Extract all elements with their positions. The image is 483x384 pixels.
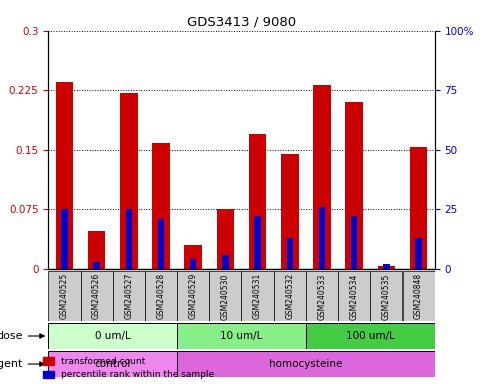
Bar bbox=[378, 266, 395, 269]
Text: 100 um/L: 100 um/L bbox=[346, 331, 395, 341]
Bar bbox=[209, 271, 242, 321]
Bar bbox=[242, 271, 274, 321]
Title: GDS3413 / 9080: GDS3413 / 9080 bbox=[187, 15, 296, 28]
Bar bbox=[93, 262, 100, 269]
Bar bbox=[190, 259, 197, 269]
Text: GSM240529: GSM240529 bbox=[189, 273, 198, 319]
Bar bbox=[345, 102, 363, 269]
Bar bbox=[152, 143, 170, 269]
Bar bbox=[120, 93, 138, 269]
Bar bbox=[61, 209, 68, 269]
Bar bbox=[410, 147, 427, 269]
Text: GSM240532: GSM240532 bbox=[285, 273, 294, 319]
Bar bbox=[56, 82, 73, 269]
Legend: transformed count, percentile rank within the sample: transformed count, percentile rank withi… bbox=[43, 357, 214, 379]
Text: GSM240525: GSM240525 bbox=[60, 273, 69, 319]
Bar bbox=[274, 271, 306, 321]
Text: control: control bbox=[95, 359, 131, 369]
Bar bbox=[255, 217, 261, 269]
Bar bbox=[145, 271, 177, 321]
Bar bbox=[249, 134, 267, 269]
Text: 0 um/L: 0 um/L bbox=[95, 331, 130, 341]
Bar bbox=[177, 271, 209, 321]
Text: GSM240530: GSM240530 bbox=[221, 273, 230, 319]
Bar bbox=[281, 154, 298, 269]
Text: GSM240848: GSM240848 bbox=[414, 273, 423, 319]
Bar bbox=[415, 238, 422, 269]
Bar bbox=[306, 323, 435, 349]
Bar bbox=[177, 351, 435, 377]
Bar bbox=[113, 271, 145, 321]
Bar bbox=[48, 271, 81, 321]
Bar bbox=[286, 238, 293, 269]
Bar bbox=[370, 271, 402, 321]
Text: GSM240535: GSM240535 bbox=[382, 273, 391, 319]
Bar bbox=[216, 209, 234, 269]
Bar bbox=[88, 231, 105, 269]
Bar bbox=[313, 85, 331, 269]
Bar bbox=[222, 255, 228, 269]
Text: agent: agent bbox=[0, 359, 44, 369]
Text: GSM240528: GSM240528 bbox=[156, 273, 166, 319]
Bar bbox=[81, 271, 113, 321]
Text: GSM240526: GSM240526 bbox=[92, 273, 101, 319]
Text: GSM240533: GSM240533 bbox=[317, 273, 327, 319]
Text: homocysteine: homocysteine bbox=[269, 359, 342, 369]
Text: dose: dose bbox=[0, 331, 44, 341]
Bar bbox=[383, 264, 390, 269]
Bar bbox=[48, 323, 177, 349]
Text: GSM240531: GSM240531 bbox=[253, 273, 262, 319]
Text: GSM240527: GSM240527 bbox=[124, 273, 133, 319]
Bar bbox=[185, 245, 202, 269]
Bar bbox=[306, 271, 338, 321]
Bar bbox=[158, 219, 164, 269]
Text: GSM240534: GSM240534 bbox=[350, 273, 359, 319]
Bar bbox=[338, 271, 370, 321]
Bar bbox=[48, 351, 177, 377]
Bar bbox=[177, 323, 306, 349]
Bar bbox=[402, 271, 435, 321]
Bar bbox=[319, 207, 325, 269]
Bar bbox=[351, 217, 357, 269]
Bar bbox=[126, 209, 132, 269]
Text: 10 um/L: 10 um/L bbox=[220, 331, 263, 341]
